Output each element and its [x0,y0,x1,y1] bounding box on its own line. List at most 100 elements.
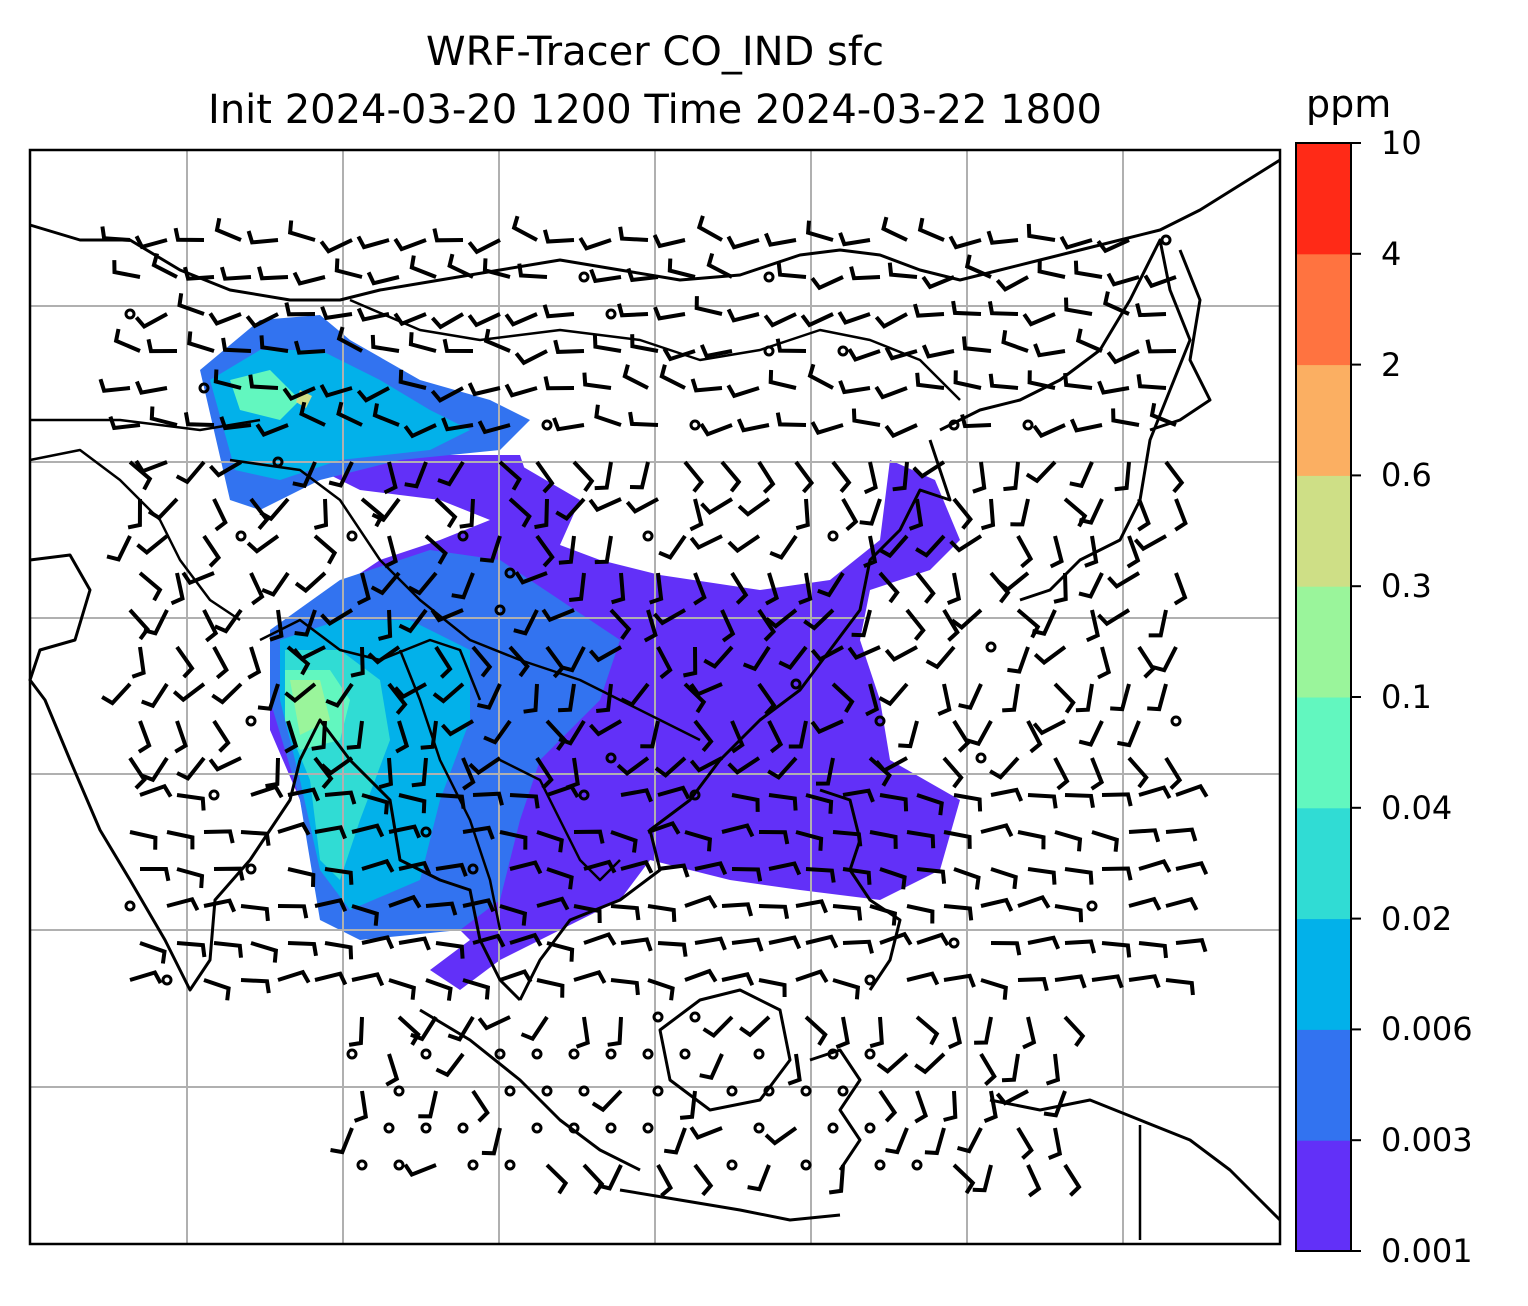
wind-barb [952,719,971,753]
wind-barb [831,460,852,494]
border-central-asia [30,418,261,432]
wind-barb [361,858,395,873]
wind-barb [730,571,749,605]
calm-wind-circle [605,1122,617,1134]
wind-barb [257,683,280,711]
wind-barb [467,382,501,397]
wind-barb [170,572,185,606]
wind-barb [212,719,231,753]
wind-barb [128,460,153,491]
wind-barb [545,1163,569,1195]
wind-barb [472,933,506,948]
wind-barb [842,939,874,954]
wind-barb [1069,461,1094,489]
calm-wind-circle [198,382,210,394]
wind-barb [208,756,242,772]
wind-barb [869,830,898,849]
wind-barb [261,571,290,597]
wind-barb [558,535,576,565]
wind-barb [679,1090,697,1120]
wind-barb [441,719,475,737]
wind-barb [626,267,659,283]
wind-barb [504,312,538,327]
wind-barb [1090,757,1105,791]
coastline-new-guinea [989,1098,1282,1222]
wind-barb [1138,859,1172,873]
wind-barb [135,380,168,395]
wind-barb [172,682,206,703]
wind-barb [721,971,755,987]
calm-wind-circle [864,1122,876,1134]
wind-barb [514,571,548,585]
calm-wind-circle [948,419,960,431]
wind-barb [912,460,946,479]
wind-barb [1069,418,1103,433]
wind-barb [292,461,317,489]
wind-barb [398,936,431,951]
wind-barb [138,571,163,602]
wind-barb [1165,896,1199,911]
coastline-bay-bengal [298,718,522,1002]
wind-barb [395,720,410,754]
wind-barb [177,293,205,316]
wind-barb [758,978,787,998]
wind-barb [594,404,622,427]
wind-barb [915,372,945,390]
wind-barb [654,756,687,778]
wind-barb [916,793,944,816]
wind-barb [311,720,327,751]
wind-barb [879,867,907,890]
colorbar-unit-label: ppm [1306,82,1392,126]
wind-barb [1101,866,1133,881]
wind-barb [140,682,169,709]
colorbar-segment [1296,1140,1351,1252]
wind-barb [437,460,465,487]
wind-barb [410,1015,438,1042]
wind-barb [435,941,465,959]
wind-barb [972,461,987,494]
wind-barb [1091,830,1119,852]
wind-barb [257,266,289,281]
wind-barb [649,572,664,605]
wind-barb [462,978,491,1000]
wind-barb [1136,374,1167,390]
calm-wind-circle [420,1122,432,1134]
wind-barb [1117,720,1141,748]
wind-barb [101,682,132,706]
wind-barb [832,978,861,1000]
colorbar-tick-label: 0.003 [1381,1121,1473,1160]
wind-barb [694,936,727,951]
wind-barb [1054,830,1083,852]
calm-wind-circle [753,1122,765,1134]
wind-barb [693,719,714,752]
wind-barb [509,932,543,947]
wind-barb [795,830,824,851]
chart-subtitle: Init 2024-03-20 1200 Time 2024-03-22 180… [208,87,1102,133]
wind-barb [248,374,279,390]
wind-barb [1075,683,1094,713]
wind-barb [764,1126,798,1146]
wind-barb [653,306,686,321]
wind-barb [953,370,982,390]
wind-barb [953,867,981,890]
wind-barb [511,215,538,242]
wind-barb [1064,297,1093,316]
coastline-korea-japan [939,238,1192,602]
wind-barb [245,312,279,329]
wind-barb [346,720,364,750]
colorbar-tick-label: 0.6 [1381,456,1432,495]
wind-barb [128,608,150,641]
wind-barb [700,497,734,516]
wind-barb [620,788,653,803]
wind-barb [535,756,554,790]
wind-barb [731,867,763,882]
wind-barb [472,791,504,806]
wind-barb [181,571,215,586]
wind-barb [610,904,641,921]
wind-barb [1173,572,1188,606]
wind-barb [879,931,913,946]
calm-wind-circle [874,715,886,727]
calm-wind-circle [753,1048,765,1060]
wind-barb [467,238,501,255]
wind-barb [202,534,222,568]
